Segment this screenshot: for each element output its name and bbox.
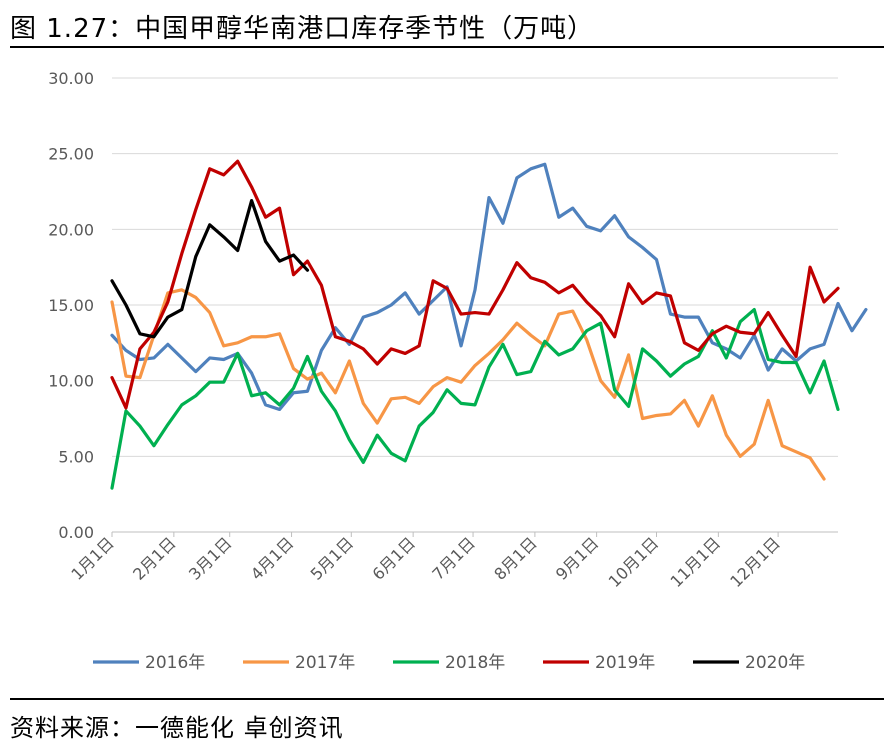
legend: 2016年 2017年 2018年 2019年 2020年 <box>93 653 805 673</box>
x-tick-label: 10月1日 <box>605 533 663 591</box>
x-tick-label: 8月1日 <box>490 533 540 583</box>
x-tick-label: 7月1日 <box>428 533 478 583</box>
legend-label: 2016年 <box>145 653 205 673</box>
series-line-3 <box>110 159 840 410</box>
y-tick-label: 5.00 <box>58 447 94 466</box>
x-tick-label: 11月1日 <box>667 533 725 591</box>
y-tick-label: 25.00 <box>48 145 94 164</box>
chart-title: 图 1.27：中国甲醇华南港口库存季节性（万吨） <box>10 14 595 44</box>
source-note: 资料来源：一德能化 卓创资讯 <box>10 714 344 742</box>
y-tick-label: 0.00 <box>58 523 94 542</box>
legend-label: 2017年 <box>295 653 355 673</box>
series-line-2 <box>110 307 840 490</box>
x-tick-label: 5月1日 <box>307 533 357 583</box>
series-line-1 <box>110 288 826 481</box>
legend-label: 2020年 <box>745 653 805 673</box>
series-line-4 <box>110 198 310 339</box>
top-divider <box>10 46 884 48</box>
bottom-divider <box>10 698 884 700</box>
y-tick-label: 10.00 <box>48 372 94 391</box>
grid-lines <box>112 77 838 457</box>
x-tick-label: 9月1日 <box>552 533 602 583</box>
series-line-0 <box>110 162 868 412</box>
legend-label: 2019年 <box>595 653 655 673</box>
y-tick-label: 20.00 <box>48 220 94 239</box>
x-tick-label: 6月1日 <box>369 533 419 583</box>
x-tick-label: 12月1日 <box>726 533 784 591</box>
x-tick-label: 4月1日 <box>247 533 297 583</box>
y-tick-label: 15.00 <box>48 296 94 315</box>
series-lines <box>110 159 868 490</box>
legend-label: 2018年 <box>445 653 505 673</box>
y-tick-label: 30.00 <box>48 69 94 88</box>
x-tick-label: 3月1日 <box>185 533 235 583</box>
x-tick-label: 2月1日 <box>129 533 179 583</box>
